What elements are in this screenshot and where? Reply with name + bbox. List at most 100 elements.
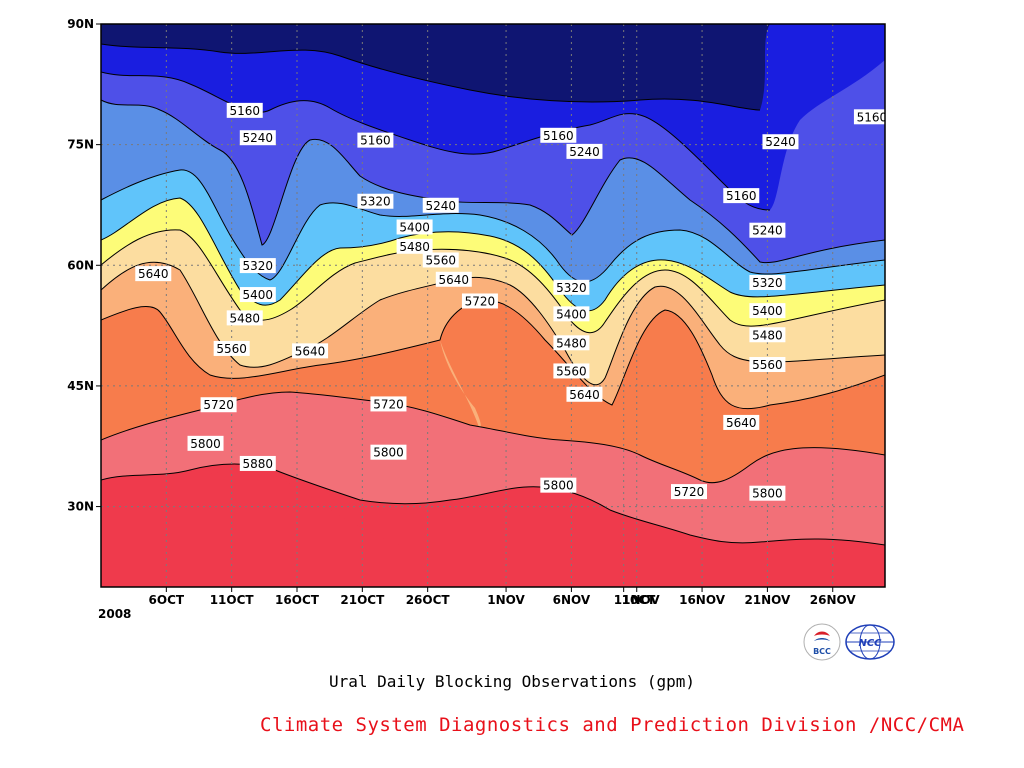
contour-line-5400 bbox=[101, 169, 885, 283]
contour-label-text: 5480 bbox=[752, 328, 783, 342]
contour-label-text: 5880 bbox=[243, 457, 274, 471]
contour-label-box bbox=[762, 134, 799, 150]
contour-label-box bbox=[239, 258, 276, 274]
contour-label: 5560 bbox=[422, 252, 459, 268]
contour-label: 5720 bbox=[671, 484, 707, 500]
contour-label-box bbox=[357, 132, 394, 148]
contour-label-text: 5240 bbox=[765, 135, 796, 149]
contour-label-box bbox=[396, 219, 433, 235]
contour-label: 5160 bbox=[853, 109, 885, 125]
contour-label-box bbox=[553, 363, 590, 379]
contour-label: 5400 bbox=[239, 287, 276, 303]
contour-label: 5720 bbox=[370, 396, 407, 412]
band-5960-low bbox=[101, 469, 570, 587]
contour-line-5240 bbox=[101, 71, 771, 211]
y-axis: 30N 45N 60N 75N 90N bbox=[67, 17, 101, 514]
contour-label-box bbox=[553, 306, 590, 322]
contour-label: 5160 bbox=[226, 102, 263, 118]
contour-label-box bbox=[292, 343, 329, 359]
contour-label: 5640 bbox=[435, 271, 472, 287]
contour-label-text: 5560 bbox=[752, 358, 783, 372]
contour-label: 5480 bbox=[553, 335, 590, 351]
contour-label-box bbox=[723, 188, 760, 204]
contour-line-5880 bbox=[101, 463, 885, 546]
contour-label-box bbox=[422, 197, 459, 213]
contour-label-text: 5320 bbox=[556, 281, 587, 295]
contour-label-box bbox=[566, 386, 603, 402]
contour-label-box bbox=[357, 193, 394, 209]
contour-label-box bbox=[749, 303, 786, 319]
contour-label-text: 5320 bbox=[243, 259, 274, 273]
contour-label-text: 5720 bbox=[674, 485, 705, 499]
contour-label-box bbox=[226, 310, 263, 326]
contour-label-text: 5320 bbox=[752, 276, 783, 290]
contour-label-text: 5480 bbox=[556, 336, 587, 350]
contour-label-box bbox=[396, 238, 433, 254]
contour-label-box bbox=[226, 102, 263, 118]
contour-label-text: 5640 bbox=[295, 344, 326, 358]
x-tick-label: 6OCT bbox=[149, 593, 185, 607]
contour-label: 5320 bbox=[357, 193, 394, 209]
contour-label-text: 5560 bbox=[216, 342, 247, 356]
x-tick-label: 26OCT bbox=[406, 593, 451, 607]
contour-label-text: 5640 bbox=[569, 388, 600, 402]
x-tick-label: 16NOV bbox=[679, 593, 726, 607]
contour-label-box bbox=[239, 130, 276, 146]
contour-label-text: 5160 bbox=[229, 104, 260, 118]
contour-label-box bbox=[200, 397, 237, 413]
x-tick-label: 11NOV bbox=[614, 593, 661, 607]
contour-label-text: 5800 bbox=[190, 437, 221, 451]
credit-line: Climate System Diagnostics and Predictio… bbox=[260, 714, 965, 736]
contour-label-box bbox=[239, 287, 276, 303]
contour-label: 5160 bbox=[357, 132, 394, 148]
ncc-logo-text: NCC bbox=[858, 638, 882, 649]
contour-label: 5400 bbox=[749, 303, 786, 319]
contour-line-5720 bbox=[101, 299, 885, 410]
contour-label-text: 5560 bbox=[556, 364, 587, 378]
x-tick-label: 10CT bbox=[622, 593, 657, 607]
contour-label-text: 5240 bbox=[425, 199, 456, 213]
contour-label: 5240 bbox=[762, 134, 799, 150]
contour-label-text: 5240 bbox=[569, 145, 600, 159]
x-tick-label: 11OCT bbox=[210, 593, 255, 607]
x-tick-label: 21NOV bbox=[744, 593, 791, 607]
x-tick-label: 6NOV bbox=[553, 593, 591, 607]
contour-line-5560 bbox=[101, 229, 885, 334]
contour-label-text: 5720 bbox=[465, 294, 496, 308]
contour-label: 5320 bbox=[239, 258, 276, 274]
contour-label-text: 5560 bbox=[425, 253, 456, 267]
contour-label-text: 5800 bbox=[543, 479, 574, 493]
contour-label-box bbox=[853, 109, 885, 125]
contour-label: 5640 bbox=[292, 343, 329, 359]
contour-label-box bbox=[213, 340, 250, 356]
contour-label: 5160 bbox=[723, 188, 760, 204]
contour-label-box bbox=[540, 127, 577, 143]
y-tick-label: 75N bbox=[67, 138, 94, 152]
contour-label: 5720 bbox=[461, 293, 498, 309]
contour-label: 5320 bbox=[553, 279, 590, 295]
chart-title: Ural Daily Blocking Observations (gpm) bbox=[328, 672, 696, 691]
contour-label-box bbox=[370, 444, 407, 460]
contour-label-box bbox=[435, 271, 472, 287]
contour-label: 5480 bbox=[226, 310, 263, 326]
ncc-globe-logo-icon: NCC bbox=[845, 624, 895, 660]
contour-label-box bbox=[553, 335, 590, 351]
contour-label-box bbox=[422, 252, 459, 268]
contour-label-text: 5160 bbox=[543, 129, 574, 143]
logo-group: BCC NCC bbox=[802, 622, 898, 664]
contour-label: 5160 bbox=[540, 127, 577, 143]
contour-label: 5480 bbox=[396, 238, 433, 254]
bcc-logo-text: BCC bbox=[813, 647, 831, 656]
contour-label-text: 5800 bbox=[752, 487, 783, 501]
contour-label: 5480 bbox=[749, 327, 786, 343]
contour-label-text: 5400 bbox=[243, 288, 274, 302]
x-tick-label: 26NOV bbox=[810, 593, 857, 607]
contour-label: 5800 bbox=[540, 477, 577, 493]
contour-label-text: 5800 bbox=[373, 446, 404, 460]
bcc-logo-icon: BCC bbox=[803, 623, 841, 661]
contour-label-box bbox=[370, 396, 407, 412]
contour-label: 5560 bbox=[553, 363, 590, 379]
contour-label: 5640 bbox=[135, 266, 172, 282]
